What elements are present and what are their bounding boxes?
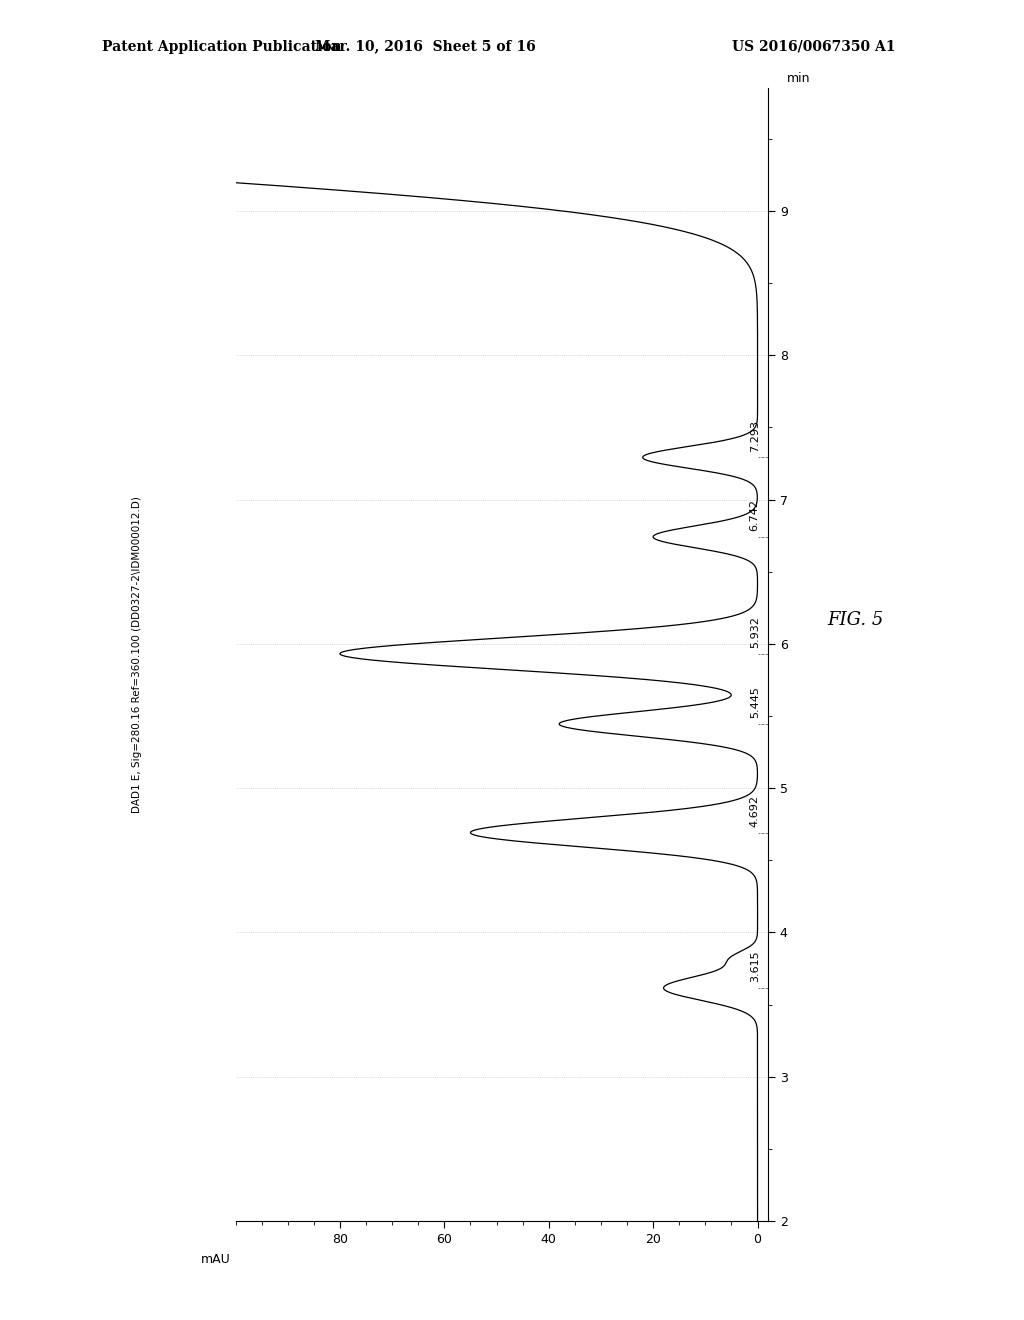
Text: 7.293: 7.293: [750, 420, 760, 451]
Text: Patent Application Publication: Patent Application Publication: [102, 40, 342, 54]
Text: min: min: [786, 73, 810, 84]
Text: 5.445: 5.445: [750, 686, 760, 718]
Text: Mar. 10, 2016  Sheet 5 of 16: Mar. 10, 2016 Sheet 5 of 16: [314, 40, 536, 54]
Text: 5.932: 5.932: [750, 616, 760, 648]
Text: mAU: mAU: [201, 1253, 230, 1266]
Text: 4.692: 4.692: [750, 795, 760, 826]
Text: 3.615: 3.615: [750, 950, 760, 982]
Text: DAD1 E, Sig=280.16 Ref=360.100 (DD0327-2\IDM000012.D): DAD1 E, Sig=280.16 Ref=360.100 (DD0327-2…: [132, 496, 142, 813]
Text: FIG. 5: FIG. 5: [826, 611, 884, 630]
Text: 6.742: 6.742: [750, 499, 760, 531]
Text: US 2016/0067350 A1: US 2016/0067350 A1: [732, 40, 896, 54]
